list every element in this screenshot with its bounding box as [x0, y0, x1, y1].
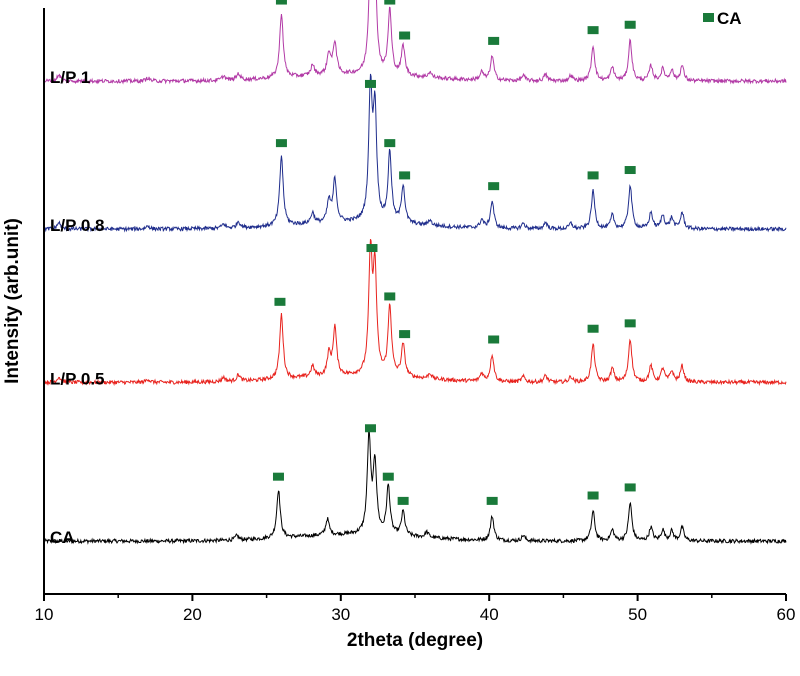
- x-axis-label: 2theta (degree): [347, 630, 483, 651]
- ca-peak-marker-icon: [488, 36, 500, 45]
- series-label: CA: [50, 528, 75, 547]
- ca-peak-marker-icon: [624, 483, 636, 492]
- ca-peak-marker-icon: [382, 472, 394, 481]
- ca-peak-marker-icon: [397, 496, 409, 505]
- ca-peak-marker-icon: [587, 26, 599, 35]
- series-line-2: [43, 238, 787, 387]
- ca-peak-marker-icon: [624, 319, 636, 328]
- ca-peak-marker-icon: [384, 292, 396, 301]
- series-label: L/P 1: [50, 68, 90, 87]
- x-tick-label: 50: [628, 605, 647, 624]
- ca-peak-marker-icon: [364, 79, 376, 88]
- x-tick-label: 40: [480, 605, 499, 624]
- x-tick-label: 30: [331, 605, 350, 624]
- ca-peak-marker-icon: [364, 424, 376, 433]
- series-labels: CA L/P 0.5 L/P 0.8 L/P 1: [50, 68, 105, 547]
- ca-peak-marker-icon: [399, 330, 411, 339]
- ca-peak-marker-icon: [624, 166, 636, 175]
- ca-peak-marker-icon: [384, 139, 396, 148]
- ca-peak-marker-icon: [274, 297, 286, 306]
- ca-peak-marker-icon: [275, 139, 287, 148]
- series-line-1: [43, 429, 787, 545]
- ca-peak-marker-icon: [275, 0, 287, 5]
- legend: CA: [703, 9, 742, 28]
- ca-peak-marker-icon: [272, 472, 284, 481]
- legend-label: CA: [717, 9, 742, 28]
- ca-peak-marker-icon: [587, 324, 599, 333]
- ca-peak-marker-icon: [488, 182, 500, 191]
- ca-peak-marker-icon: [587, 171, 599, 180]
- series-line-3: [43, 73, 787, 233]
- legend-marker-icon: [703, 13, 714, 22]
- ca-peak-marker-icon: [486, 496, 498, 505]
- x-tick-label: 20: [183, 605, 202, 624]
- ca-peak-marker-icon: [624, 20, 636, 29]
- series-label: L/P 0.5: [50, 369, 105, 388]
- series-label: L/P 0.8: [50, 216, 105, 235]
- ca-peak-marker-icon: [399, 171, 411, 180]
- x-tick-label: 60: [777, 605, 796, 624]
- x-tick-label: 10: [35, 605, 54, 624]
- ca-peak-marker-icon: [399, 31, 411, 40]
- ca-peak-marker-icon: [366, 244, 378, 253]
- ca-peak-marker-icon: [587, 491, 599, 500]
- x-axis-ticks: 10 20 30 40 50 60: [35, 594, 796, 624]
- y-axis-label: Intensity (arb.unit): [2, 218, 23, 384]
- series-line-4: [43, 0, 787, 85]
- peak-markers: [272, 0, 636, 505]
- ca-peak-marker-icon: [488, 335, 500, 344]
- plot-lines: [43, 0, 787, 545]
- ca-peak-marker-icon: [384, 0, 396, 5]
